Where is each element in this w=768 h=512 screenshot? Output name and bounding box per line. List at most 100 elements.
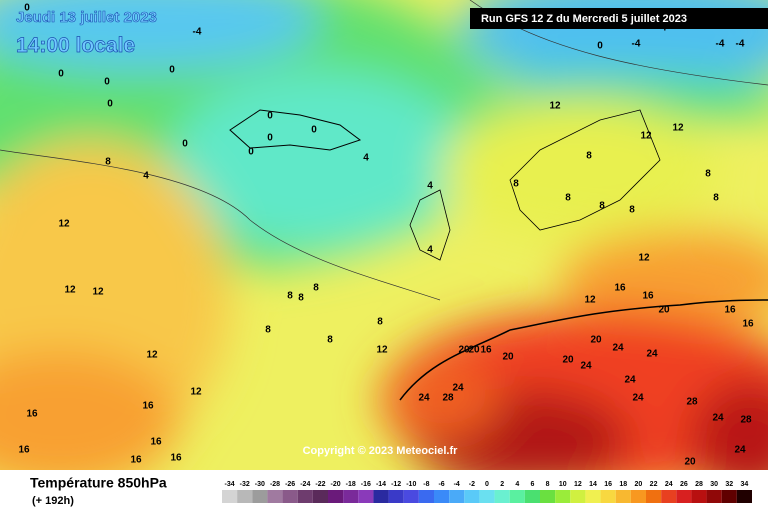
contour-label: 16 — [742, 319, 754, 330]
scale-label: -2 — [469, 481, 475, 488]
contour-label: 8 — [586, 151, 592, 162]
scale-swatch — [540, 490, 556, 503]
contour-label: 12 — [640, 131, 652, 142]
scale-label: -28 — [270, 481, 280, 488]
scale-label: 14 — [589, 481, 597, 488]
contour-label: 16 — [130, 455, 142, 466]
scale-label: 20 — [635, 481, 643, 488]
contour-label: 8 — [565, 193, 571, 204]
contour-label: 12 — [638, 253, 650, 264]
contour-label: 20 — [562, 355, 574, 366]
scale-swatch — [736, 490, 752, 503]
contour-label: 16 — [26, 409, 38, 420]
scale-swatch — [434, 490, 450, 503]
contour-label: 0 — [597, 41, 603, 52]
contour-label: 28 — [740, 415, 752, 426]
scale-swatch — [358, 490, 374, 503]
contour-label: 24 — [418, 393, 430, 404]
contour-label: 20 — [658, 305, 670, 316]
contour-label: -4 — [193, 27, 202, 38]
contour-label: 12 — [376, 345, 388, 356]
scale-swatch — [479, 490, 495, 503]
contour-label: 16 — [480, 345, 492, 356]
forecast-date: Jeudi 13 juillet 2023 — [16, 9, 157, 26]
scale-label: 12 — [574, 481, 582, 488]
contour-label: 0 — [267, 133, 273, 144]
scale-label: -30 — [255, 481, 265, 488]
contour-label: 12 — [584, 295, 596, 306]
scale-label: 18 — [619, 481, 627, 488]
contour-label: 12 — [190, 387, 202, 398]
contour-label: 4 — [363, 153, 369, 164]
contour-label: 8 — [298, 293, 304, 304]
scale-swatch — [252, 490, 268, 503]
contour-label: 28 — [686, 397, 698, 408]
scale-swatch — [494, 490, 510, 503]
contour-label: 8 — [287, 291, 293, 302]
contour-label: 16 — [18, 445, 30, 456]
contour-label: 16 — [142, 401, 154, 412]
scale-swatch — [237, 490, 253, 503]
scale-swatch — [646, 490, 662, 503]
scale-swatch — [328, 490, 344, 503]
contour-label: 16 — [642, 291, 654, 302]
contour-label: 24 — [580, 361, 592, 372]
scale-swatch — [403, 490, 419, 503]
contour-label: 0 — [248, 147, 254, 158]
scale-swatch — [282, 490, 298, 503]
contour-label: 24 — [624, 375, 636, 386]
scale-swatch — [449, 490, 465, 503]
scale-swatch — [267, 490, 283, 503]
scale-label: 2 — [500, 481, 504, 488]
contour-label: 8 — [265, 325, 271, 336]
contour-label: 16 — [170, 453, 182, 464]
scale-swatch — [600, 490, 616, 503]
contour-label: 12 — [92, 287, 104, 298]
scale-label: -34 — [225, 481, 235, 488]
contour-label: 0 — [182, 139, 188, 150]
scale-label: -6 — [438, 481, 444, 488]
scale-label: -10 — [406, 481, 416, 488]
contour-label: 0 — [24, 3, 30, 14]
isotherm — [399, 299, 768, 401]
scale-label: 6 — [530, 481, 534, 488]
scale-label: 0 — [485, 481, 489, 488]
scale-swatch — [509, 490, 525, 503]
scale-label: 4 — [515, 481, 519, 488]
contour-label: 24 — [734, 445, 746, 456]
contour-label: 20 — [502, 352, 514, 363]
scale-label: 32 — [725, 481, 733, 488]
scale-label: -20 — [331, 481, 341, 488]
scale-label: 16 — [604, 481, 612, 488]
contour-label: 8 — [713, 193, 719, 204]
scale-swatch — [388, 490, 404, 503]
coastline — [409, 109, 661, 261]
scale-swatch — [524, 490, 540, 503]
scale-label: 10 — [559, 481, 567, 488]
scale-label: 8 — [546, 481, 550, 488]
scale-swatch — [721, 490, 737, 503]
contour-label: 8 — [599, 201, 605, 212]
forecast-time: 14:00 locale — [16, 34, 135, 57]
copyright: Copyright © 2023 Meteociel.fr — [303, 445, 459, 457]
scale-swatch — [312, 490, 328, 503]
scale-label: -18 — [346, 481, 356, 488]
contour-label: 0 — [58, 69, 64, 80]
contour-label: 8 — [105, 157, 111, 168]
contour-label: 24 — [712, 413, 724, 424]
scale-swatch — [676, 490, 692, 503]
scale-swatch — [615, 490, 631, 503]
scale-swatch — [464, 490, 480, 503]
scale-swatch — [373, 490, 389, 503]
contour-label: 16 — [724, 305, 736, 316]
contour-label: 28 — [442, 393, 454, 404]
contour-label: 20 — [458, 345, 470, 356]
contour-label: -4 — [632, 39, 641, 50]
temperature-field — [0, 0, 768, 470]
contour-label: 8 — [629, 205, 635, 216]
footer-subtitle: (+ 192h) — [32, 495, 74, 507]
contour-label: 0 — [107, 99, 113, 110]
scale-label: -26 — [285, 481, 295, 488]
contour-label: 24 — [612, 343, 624, 354]
